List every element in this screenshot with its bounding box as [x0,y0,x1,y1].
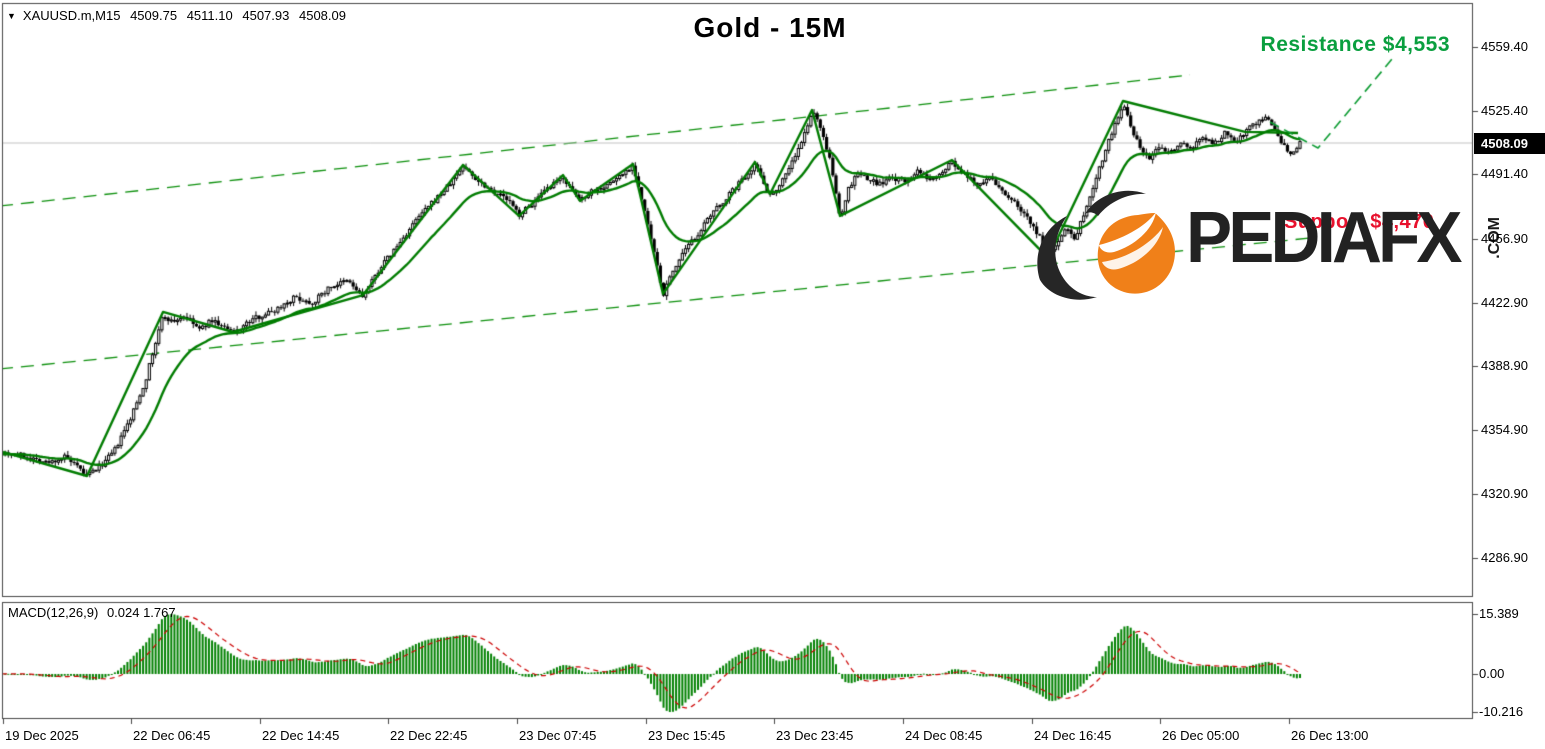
time-axis-label: 26 Dec 05:00 [1162,728,1240,743]
price-axis-label: 4456.90 [1481,230,1528,246]
time-axis-label: 23 Dec 15:45 [648,728,726,743]
symbol-dropdown-icon: ▼ [7,11,16,21]
time-axis-label: 22 Dec 22:45 [390,728,468,743]
price-axis-label: 4286.90 [1481,549,1528,565]
time-axis-label: 24 Dec 08:45 [905,728,983,743]
time-axis-label: 19 Dec 2025 [5,728,79,743]
price-axis-label: 4354.90 [1481,422,1528,438]
macd-name: MACD(12,26,9) [8,605,99,620]
macd-axis-label: 0.00 [1479,666,1505,681]
price-axis-label: 4559.40 [1481,38,1528,54]
time-axis-label: 22 Dec 06:45 [133,728,211,743]
logo-swoosh-left [1037,216,1097,300]
symbol-ohlc-readout[interactable]: ▼ XAUUSD.m,M15 4509.75 4511.10 4507.93 45… [7,8,352,23]
time-axis-label: 26 Dec 13:00 [1291,728,1369,743]
ohlc-open: 4509.75 [130,8,178,23]
time-axis[interactable]: 19 Dec 2025 22 Dec 06:45 22 Dec 14:45 22 De… [0,719,1473,749]
ohlc-high: 4511.10 [186,8,233,23]
macd-axis-label: 15.389 [1479,606,1519,621]
pediafx-brand-text: PEDIAFX [1186,198,1463,278]
logo-swoosh-top [1085,190,1146,216]
ohlc-low: 4507.93 [242,8,290,23]
price-axis-label: 4422.90 [1481,294,1528,310]
price-axis-label: 4320.90 [1481,485,1528,501]
logo-swirl-white-2 [1102,227,1163,270]
price-axis-label: 4491.40 [1481,166,1528,182]
time-axis-label: 23 Dec 07:45 [519,728,597,743]
macd-current-values: 0.024 1.767 [106,605,176,620]
ohlc-close: 4508.09 [298,8,346,23]
logo-swirl-white [1099,212,1156,253]
chart-title: Gold - 15M [693,12,847,43]
time-axis-label: 23 Dec 23:45 [776,728,854,743]
time-axis-label: 22 Dec 14:45 [262,728,340,743]
pediafx-logo-mark [1037,190,1175,300]
symbol-name: XAUUSD.m,M15 [22,8,121,23]
price-axis-label: 4388.90 [1481,358,1528,374]
support-annotation: Support $4,470 [1284,211,1435,233]
macd-axis-label: -10.216 [1479,704,1524,719]
price-axis[interactable]: 4559.40 4525.40 4491.40 4456.90 4422.90 4388.… [1473,3,1545,719]
price-axis-label: 4525.40 [1481,102,1528,118]
time-axis-label: 24 Dec 16:45 [1034,728,1112,743]
current-price-badge: 4508.09 [1474,133,1545,154]
macd-indicator-label: MACD(12,26,9) 0.024 1.767 [8,605,181,620]
resistance-annotation: Resistance $4,553 [1260,33,1450,56]
